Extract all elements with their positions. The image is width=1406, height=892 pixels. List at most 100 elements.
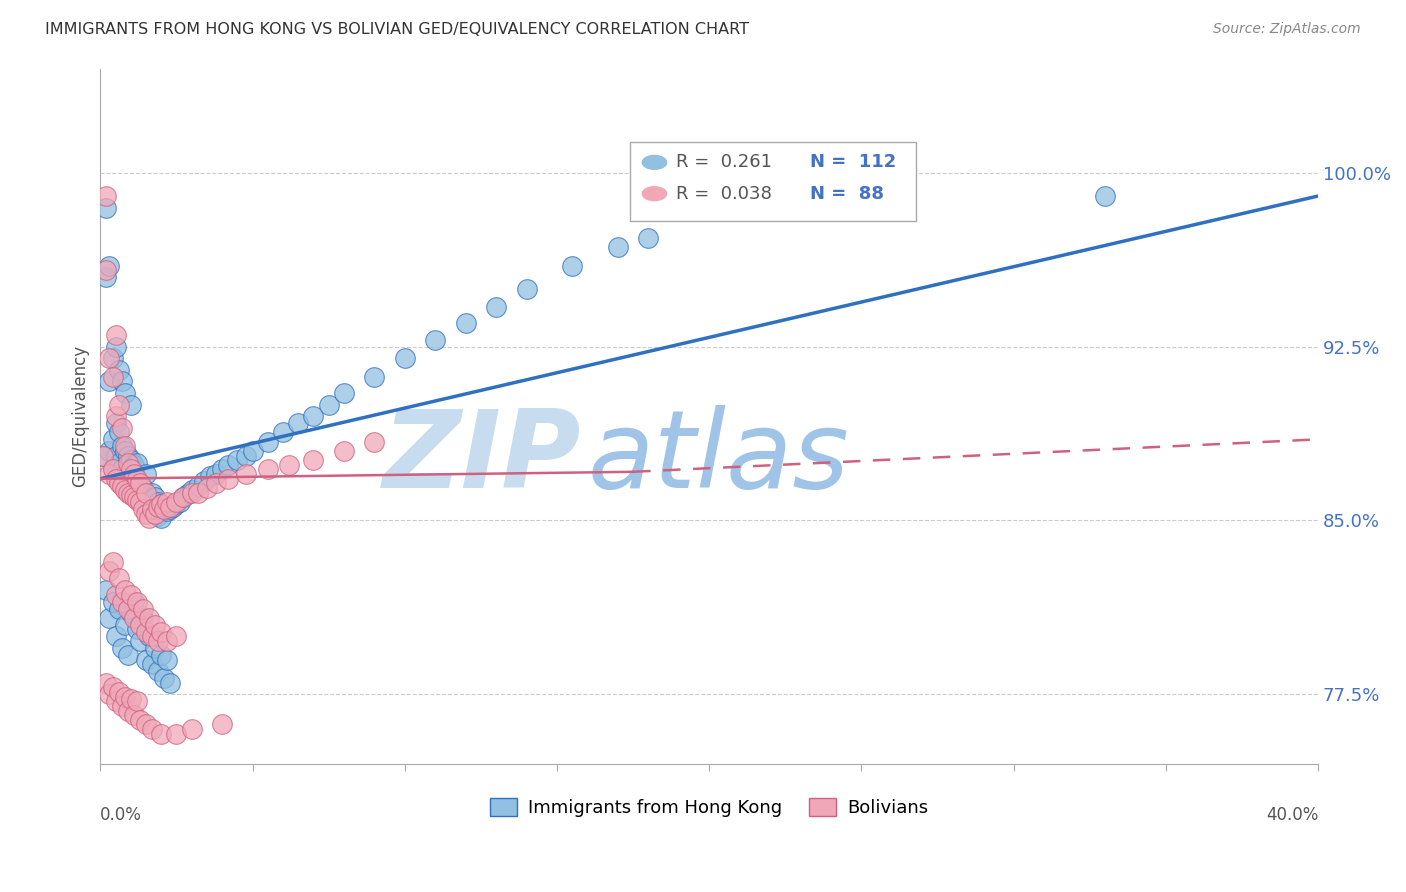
Point <box>156 495 179 509</box>
Point <box>122 594 145 608</box>
Point <box>101 594 124 608</box>
Point <box>150 497 173 511</box>
Point <box>606 240 628 254</box>
Point <box>132 601 155 615</box>
Point <box>111 462 134 476</box>
Point <box>107 398 129 412</box>
Point <box>302 409 325 424</box>
Point <box>125 472 148 486</box>
Point <box>150 497 173 511</box>
Point <box>120 483 142 498</box>
Point <box>129 634 152 648</box>
Text: atlas: atlas <box>588 405 849 510</box>
Point <box>129 495 152 509</box>
Point <box>101 462 124 476</box>
Point <box>150 648 173 662</box>
Point <box>180 722 202 736</box>
Point <box>485 300 508 314</box>
Point <box>138 611 160 625</box>
Point <box>132 501 155 516</box>
Point <box>104 449 127 463</box>
Point <box>111 439 134 453</box>
Point <box>104 694 127 708</box>
Point <box>104 588 127 602</box>
Point <box>117 648 139 662</box>
Point <box>187 479 209 493</box>
Point <box>98 687 121 701</box>
Point <box>195 481 218 495</box>
Point <box>96 270 118 285</box>
Point <box>122 458 145 472</box>
Point <box>156 652 179 666</box>
Point <box>143 507 166 521</box>
Point <box>117 485 139 500</box>
Point <box>217 472 239 486</box>
Point <box>98 565 121 579</box>
Point <box>111 698 134 713</box>
Point <box>162 500 184 514</box>
Point <box>104 409 127 424</box>
Point <box>107 472 129 486</box>
Point <box>125 456 148 470</box>
Circle shape <box>643 155 666 169</box>
Point <box>129 476 152 491</box>
Point <box>114 439 136 453</box>
Point <box>120 488 142 502</box>
Point <box>129 479 152 493</box>
Point <box>166 629 188 643</box>
Point <box>107 601 129 615</box>
Point <box>111 476 134 491</box>
Point <box>114 582 136 597</box>
Point <box>101 351 124 366</box>
Point <box>120 588 142 602</box>
Point <box>143 507 166 521</box>
Point <box>363 434 385 449</box>
Point <box>122 708 145 723</box>
Point <box>143 640 166 655</box>
Point <box>125 694 148 708</box>
Text: IMMIGRANTS FROM HONG KONG VS BOLIVIAN GED/EQUIVALENCY CORRELATION CHART: IMMIGRANTS FROM HONG KONG VS BOLIVIAN GE… <box>45 22 749 37</box>
Point <box>122 491 145 505</box>
Point <box>141 629 163 643</box>
Point <box>111 421 134 435</box>
Point <box>153 501 176 516</box>
Point <box>198 469 221 483</box>
Point <box>104 340 127 354</box>
Point <box>177 485 200 500</box>
Point <box>394 351 416 366</box>
Point <box>104 328 127 343</box>
Point <box>135 624 157 639</box>
Point <box>107 456 129 470</box>
Y-axis label: GED/Equivalency: GED/Equivalency <box>72 345 89 487</box>
Point <box>138 629 160 643</box>
Point <box>101 369 124 384</box>
Point <box>101 681 124 695</box>
Point <box>141 504 163 518</box>
Point <box>101 462 124 476</box>
Point <box>120 462 142 476</box>
Point <box>132 495 155 509</box>
Text: ZIP: ZIP <box>382 405 581 511</box>
Point <box>153 671 176 685</box>
Point <box>235 467 257 482</box>
Point <box>135 507 157 521</box>
Point <box>93 449 115 463</box>
Point <box>169 495 191 509</box>
Point <box>98 351 121 366</box>
Point <box>193 474 215 488</box>
Point <box>166 727 188 741</box>
Point <box>333 444 356 458</box>
Point <box>111 640 134 655</box>
Point <box>141 657 163 672</box>
Point <box>135 485 157 500</box>
Point <box>117 704 139 718</box>
Point <box>271 425 294 440</box>
Point <box>120 453 142 467</box>
Point <box>150 727 173 741</box>
Circle shape <box>643 186 666 201</box>
Point <box>143 491 166 505</box>
Point <box>148 495 170 509</box>
Point <box>235 449 257 463</box>
Text: N =  88: N = 88 <box>810 185 884 202</box>
Point <box>98 611 121 625</box>
